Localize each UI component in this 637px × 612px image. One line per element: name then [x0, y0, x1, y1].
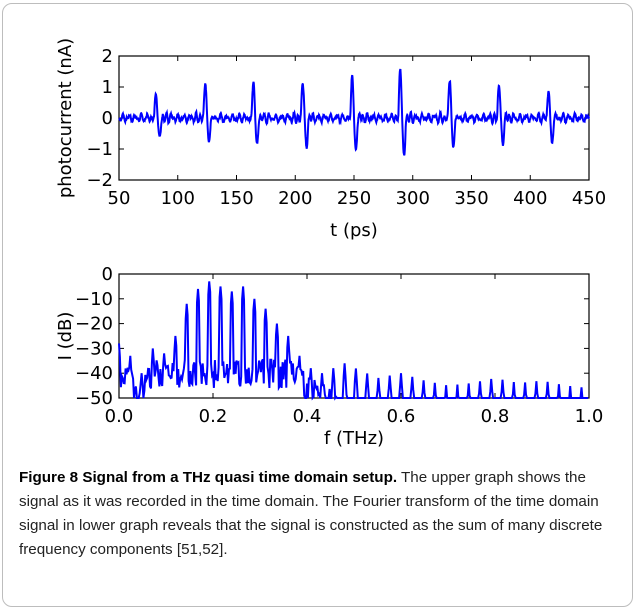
time-y-tick-label: 0	[102, 108, 113, 129]
freq-y-tick-label: 0	[102, 264, 113, 285]
freq-x-axis-label: f (THz)	[324, 428, 384, 449]
time-x-tick-label: 450	[572, 188, 606, 209]
freq-x-tick-label: 0.6	[387, 406, 416, 427]
time-y-tick-label: −1	[86, 139, 113, 160]
frequency-domain-plot: 0.0 0.2 0.4 0.6 0.8 1.0 0 −10 −20 −30 −40 −50 f (TH…	[55, 264, 603, 449]
figure-plots: 50 100 150 200 250 300 350 400 450 2 1 0 −1 −2 t (ps)…	[55, 38, 606, 449]
time-x-tick-label: 50	[108, 188, 131, 209]
freq-x-ticks	[118, 274, 590, 398]
freq-x-tick-label: 0.8	[481, 406, 510, 427]
time-x-tick-label: 300	[396, 188, 430, 209]
time-x-tick-label: 200	[278, 188, 312, 209]
spectrum-line	[118, 281, 589, 401]
time-x-tick-label: 350	[454, 188, 488, 209]
caption-label: Figure 8	[19, 469, 79, 486]
caption-title: Signal from a THz quasi time domain setu…	[82, 469, 398, 486]
freq-y-tick-label: −10	[75, 289, 113, 310]
freq-y-tick-label: −20	[75, 314, 113, 335]
freq-y-axis-label: I (dB)	[55, 312, 76, 361]
freq-x-tick-label: 0.2	[199, 406, 228, 427]
time-y-tick-label: −2	[86, 170, 113, 191]
freq-y-tick-label: −30	[75, 338, 113, 359]
freq-y-ticks	[119, 273, 589, 399]
time-y-tick-label: 2	[102, 46, 113, 67]
time-x-ticks	[118, 56, 590, 180]
time-x-tick-label: 100	[161, 188, 195, 209]
freq-x-tick-label: 0.0	[105, 406, 134, 427]
time-signal-line	[118, 68, 590, 156]
time-y-axis-label: photocurrent (nA)	[55, 38, 76, 198]
time-domain-plot: 50 100 150 200 250 300 350 400 450 2 1 0 −1 −2 t (ps)…	[55, 38, 606, 241]
time-x-tick-label: 250	[337, 188, 371, 209]
freq-x-tick-label: 1.0	[575, 406, 604, 427]
freq-x-tick-label: 0.4	[293, 406, 322, 427]
figure-caption: Figure 8 Signal from a THz quasi time do…	[19, 466, 611, 562]
time-y-tick-label: 1	[102, 77, 113, 98]
freq-y-tick-label: −50	[75, 388, 113, 409]
time-x-tick-label: 150	[219, 188, 253, 209]
time-x-tick-label: 400	[513, 188, 547, 209]
caption-text: The upper graph shows the signal as it w…	[19, 469, 603, 558]
freq-y-tick-label: −40	[75, 363, 113, 384]
time-x-axis-label: t (ps)	[330, 220, 378, 241]
time-tick-labels: 50 100 150 200 250 300 350 400 450 2 1 0 −1 −2	[86, 46, 606, 209]
freq-tick-labels: 0.0 0.2 0.4 0.6 0.8 1.0 0 −10 −20 −30 −40 −50	[75, 264, 603, 427]
